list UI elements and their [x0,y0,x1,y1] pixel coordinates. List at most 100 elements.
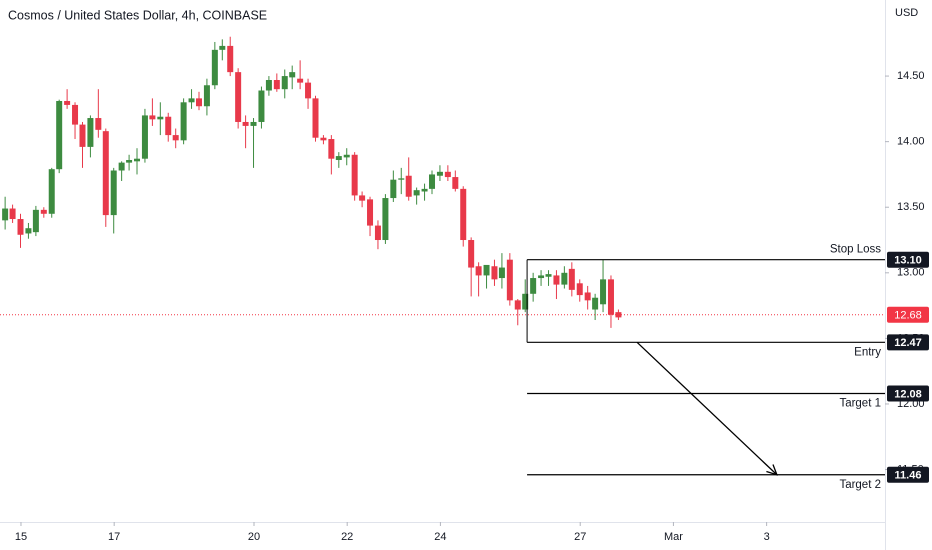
candle-body [126,160,133,163]
candle-body [227,45,234,73]
candle-body [56,100,63,170]
candle-body [568,268,575,290]
candle-body [607,279,614,315]
candle-body [374,225,381,241]
level-price-box [887,334,929,351]
candle-body [328,139,335,159]
candle-body [584,292,591,301]
candle-body [483,264,490,276]
candle-body [475,266,482,276]
candle-body [498,267,505,279]
candle-body [203,85,210,107]
level-name: Stop Loss [830,244,881,256]
x-tick-label: Mar [664,531,683,543]
candle-body [157,116,164,120]
candle-body [110,170,117,216]
candle-body [17,219,24,235]
candle-body [149,115,156,120]
candle-body [553,275,560,285]
candle-body [87,118,94,147]
candle-body [351,154,358,196]
candle-body [367,199,374,226]
arrow-head [766,464,778,476]
candle-body [382,198,389,241]
level-price-box [887,251,929,268]
candle-body [265,80,272,91]
y-axis-label: USD [895,7,918,19]
candle-body [390,179,397,199]
level-price-label: 12.47 [894,337,922,349]
y-tick-label: 13.00 [897,267,925,279]
x-tick-label: 22 [341,531,353,543]
candle-body [592,297,599,310]
x-tick-label: 27 [574,531,586,543]
candle-body [195,98,202,107]
candle-body [444,171,451,178]
level-price-label: 13.10 [894,255,922,267]
candle-body [2,208,9,221]
candle-body [64,100,71,105]
candle-body [452,177,459,189]
level-price-box [887,466,929,483]
level-name: Target 2 [839,479,881,491]
level-price-box [887,385,929,402]
y-tick-label: 14.00 [897,136,925,148]
candle-body [320,137,327,141]
candle-body [545,274,552,277]
y-tick-label: 13.50 [897,201,925,213]
x-tick-label: 24 [434,531,446,543]
candle-body [335,156,342,161]
candle-body [312,98,319,138]
arrow-line [636,341,778,476]
chart-title: Cosmos / United States Dollar, 4h, COINB… [8,8,267,22]
candle-body [538,275,545,279]
candle-body [72,104,79,125]
candle-body [281,76,288,90]
candle-body [242,121,249,126]
candle-body [165,116,172,136]
candle-body [9,208,16,220]
candle-body [530,278,537,294]
candle-body [398,178,405,180]
candle-body [421,188,428,192]
candle-body [359,195,366,201]
candle-body [289,72,296,78]
candle-body [460,188,467,241]
candle-body [600,279,607,305]
candle-body [522,293,529,310]
candle-body [172,135,179,141]
candle-body [32,209,39,233]
candle-body [258,90,265,122]
candle-body [429,174,436,189]
candle-body [305,82,312,99]
level-name: Entry [854,346,881,358]
candle-body [436,171,443,176]
candle-body [118,162,125,171]
candle-body [141,115,148,159]
candle-body [413,190,420,196]
candle-body [102,131,109,216]
candle-body [188,98,195,103]
candle-body [405,175,412,197]
candle-body [235,72,242,122]
level-price-label: 12.08 [894,388,922,400]
candle-body [468,240,475,268]
x-tick-label: 15 [15,531,27,543]
candle-body [343,154,350,158]
candle-body [79,124,86,147]
candle-body [180,102,187,141]
last-price-label: 12.68 [894,310,922,322]
last-price-box [887,306,929,323]
candle-body [134,158,141,162]
candle-body [273,80,280,90]
level-price-label: 11.46 [895,470,922,482]
y-tick-label: 14.50 [897,70,925,82]
candle-body [95,118,102,130]
level-name: Target 1 [839,397,881,409]
candle-body [506,259,513,301]
candle-body [561,272,568,285]
candle-body [48,169,55,214]
candle-body [40,209,47,214]
